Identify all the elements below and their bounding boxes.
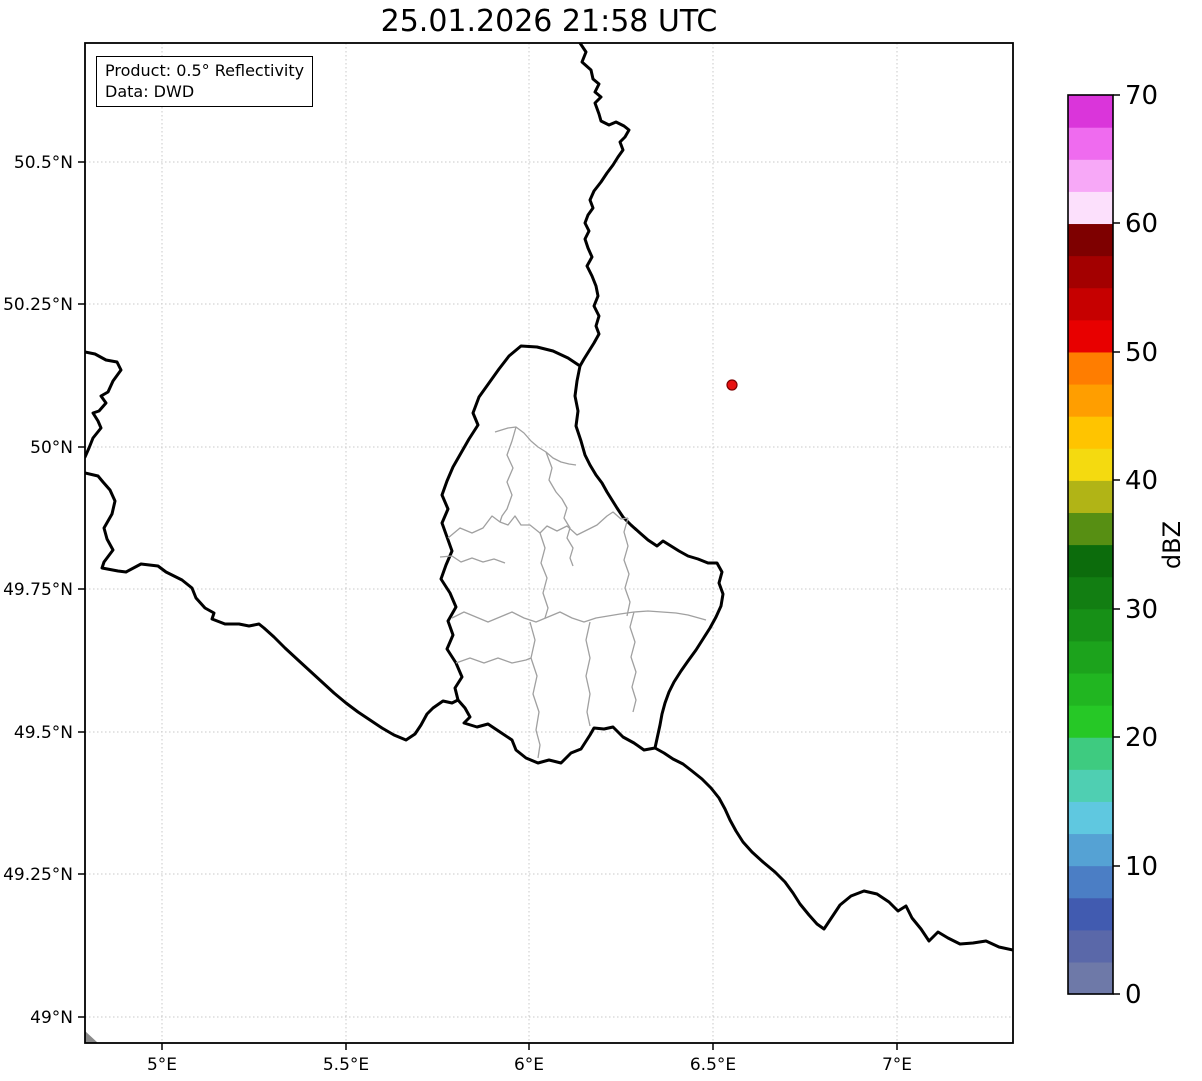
canton-border-line (494, 426, 577, 466)
radar-location-marker (726, 379, 738, 391)
colorbar-segment (1068, 351, 1113, 385)
colorbar-segment (1068, 961, 1113, 995)
colorbar-tick-label: 70 (1125, 81, 1158, 111)
colorbar-segment (1068, 512, 1113, 546)
colorbar-segment (1068, 544, 1113, 578)
y-axis-tick-label: 50.25°N (3, 295, 73, 315)
y-axis-tick-label: 50.5°N (14, 153, 73, 173)
colorbar-segment (1068, 287, 1113, 321)
map-borders (85, 43, 1013, 1043)
canton-border-line (529, 621, 541, 759)
y-axis-tick-label: 50°N (30, 438, 73, 458)
colorbar-tick-label: 0 (1125, 980, 1142, 1010)
annotation-source: Data: DWD (105, 82, 195, 102)
country-border-line (85, 471, 460, 742)
colorbar-segment (1068, 929, 1113, 963)
colorbar-segment (1068, 705, 1113, 738)
x-axis-tick-label: 6°E (514, 1055, 544, 1075)
canton-border-line (439, 555, 506, 564)
y-axis-tick-label: 49.5°N (14, 723, 73, 743)
colorbar-segment (1068, 769, 1113, 802)
x-axis-tick-label: 6.5°E (690, 1055, 736, 1075)
colorbar-segment (1068, 672, 1113, 706)
colorbar-segment (1068, 737, 1113, 770)
canton-border-line (545, 451, 574, 567)
colorbar-segment (1068, 383, 1113, 417)
canton-border-line (585, 621, 591, 727)
country-border-line (85, 350, 123, 459)
colorbar-segment (1068, 319, 1113, 353)
plot-frame (84, 42, 1014, 1044)
colorbar-segment (1068, 416, 1113, 449)
colorbar-segment (1068, 159, 1113, 192)
x-axis-tick-label: 5.5°E (323, 1055, 369, 1075)
axis-ticks-and-labels: 5°E 5.5°E 6°E 6.5°E 7°E 50.5°N 50.25°N 50°N 49.7… (3, 153, 912, 1075)
canton-border-line (629, 611, 637, 713)
annotation-product: Product: 0.5° Reflectivity (105, 61, 305, 80)
colorbar-segment (1068, 448, 1113, 481)
colorbar-unit-label: dBZ (1158, 521, 1186, 569)
gridlines (85, 43, 1013, 1043)
colorbar-tick-label: 20 (1125, 723, 1158, 753)
x-axis-tick-label: 5°E (147, 1055, 177, 1075)
canton-border-line (455, 657, 532, 664)
x-axis-tick-label: 7°E (882, 1055, 912, 1075)
country-border-line (653, 746, 1013, 952)
colorbar-tick-label: 60 (1125, 209, 1158, 239)
canton-border-line (539, 532, 549, 619)
colorbar-segment (1068, 127, 1113, 160)
figure-title: 25.01.2026 21:58 UTC (380, 4, 718, 39)
corner-border-patch (85, 1031, 98, 1043)
colorbar-segment (1068, 480, 1113, 513)
canton-border-line (499, 426, 517, 523)
canton-border-line (623, 517, 631, 617)
canton-border-line (451, 610, 707, 623)
colorbar-segment (1068, 191, 1113, 225)
country-border-line (439, 344, 725, 765)
colorbar-tick-label: 40 (1125, 466, 1158, 496)
annotation-box: Product: 0.5° Reflectivity Data: DWD (96, 56, 314, 108)
colorbar-segment (1068, 801, 1113, 835)
colorbar-segment (1068, 576, 1113, 610)
radar-marker-layer (726, 379, 738, 391)
colorbar-tick-label: 30 (1125, 595, 1158, 625)
y-axis-tick-label: 49.75°N (3, 580, 73, 600)
colorbar-segment (1068, 897, 1113, 931)
colorbar-segment (1068, 608, 1113, 642)
colorbar: 0 10 20 30 40 50 60 70 dBZ (1067, 81, 1186, 1010)
colorbar-segment (1068, 255, 1113, 289)
y-axis-tick-label: 49.25°N (3, 865, 73, 885)
colorbar-segment (1068, 223, 1113, 257)
colorbar-outline (1067, 94, 1114, 995)
colorbar-tick-label: 50 (1125, 338, 1158, 368)
country-border-line (578, 43, 631, 368)
colorbar-segment (1068, 833, 1113, 867)
colorbar-tick-label: 10 (1125, 852, 1158, 882)
colorbar-segment (1068, 640, 1113, 674)
y-axis-tick-label: 49°N (30, 1008, 73, 1028)
colorbar-segment (1068, 95, 1113, 128)
canton-border-line (447, 511, 629, 539)
colorbar-segment (1068, 865, 1113, 899)
